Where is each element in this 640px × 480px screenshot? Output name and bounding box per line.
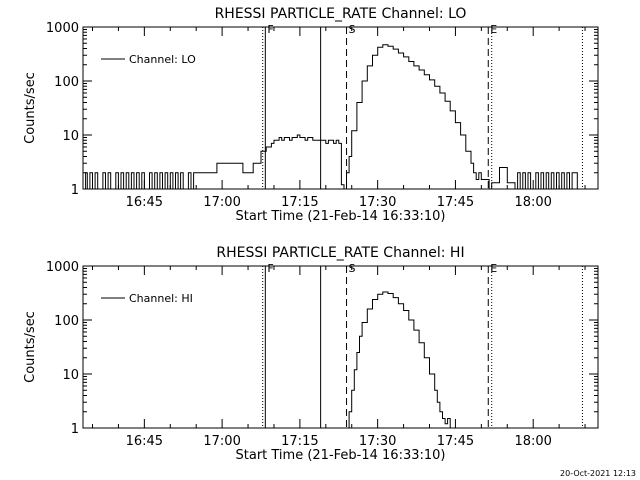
- x-tick-label: 16:45: [126, 434, 163, 449]
- marker-label: E: [490, 23, 497, 36]
- data-series-line: [83, 44, 578, 190]
- x-tick-label: 17:30: [359, 195, 396, 210]
- data-series-line: [345, 291, 451, 429]
- timestamp-stamp: 20-Oct-2021 12:13: [560, 469, 636, 478]
- legend-label: Channel: LO: [129, 53, 196, 66]
- x-tick-label: 17:45: [437, 195, 474, 210]
- x-tick-label: 17:30: [359, 434, 396, 449]
- y-axis-label: Counts/sec: [23, 311, 38, 383]
- y-tick-label: 10: [62, 368, 79, 383]
- y-axis-label: Counts/sec: [23, 72, 38, 144]
- x-tick-label: 18:00: [514, 434, 551, 449]
- y-tick-label: 100: [54, 314, 79, 329]
- x-tick-label: 17:00: [203, 434, 240, 449]
- marker-label: F: [267, 262, 273, 275]
- x-tick-label: 17:00: [203, 195, 240, 210]
- x-tick-label: 17:45: [437, 434, 474, 449]
- marker-label: E: [490, 262, 497, 275]
- x-tick-label: 17:15: [281, 434, 318, 449]
- x-tick-label: 17:15: [281, 195, 318, 210]
- marker-label: S: [349, 262, 356, 275]
- x-axis-label: Start Time (21-Feb-14 16:33:10): [236, 448, 446, 463]
- x-tick-label: 18:00: [514, 195, 551, 210]
- chart-title: RHESSI PARTICLE_RATE Channel: LO: [215, 6, 467, 22]
- y-tick-label: 1000: [46, 21, 79, 36]
- chart-title: RHESSI PARTICLE_RATE Channel: HI: [216, 245, 464, 261]
- y-tick-label: 10: [62, 129, 79, 144]
- marker-label: F: [267, 23, 273, 36]
- chart-panel-1: RHESSI PARTICLE_RATE Channel: LO 1 10 100 10…: [23, 6, 599, 224]
- y-tick-label: 1000: [46, 260, 79, 275]
- x-tick-label: 16:45: [126, 195, 163, 210]
- plot-frame: [82, 265, 599, 429]
- y-tick-label: 100: [54, 75, 79, 90]
- y-tick-label: 1: [71, 183, 79, 198]
- legend-label: Channel: HI: [129, 292, 193, 305]
- x-axis-label: Start Time (21-Feb-14 16:33:10): [236, 209, 446, 224]
- marker-label: S: [349, 23, 356, 36]
- plot-frame: [82, 26, 599, 190]
- y-tick-label: 1: [71, 422, 79, 437]
- chart-panel-2: RHESSI PARTICLE_RATE Channel: HI 1 10 100 10…: [23, 245, 599, 463]
